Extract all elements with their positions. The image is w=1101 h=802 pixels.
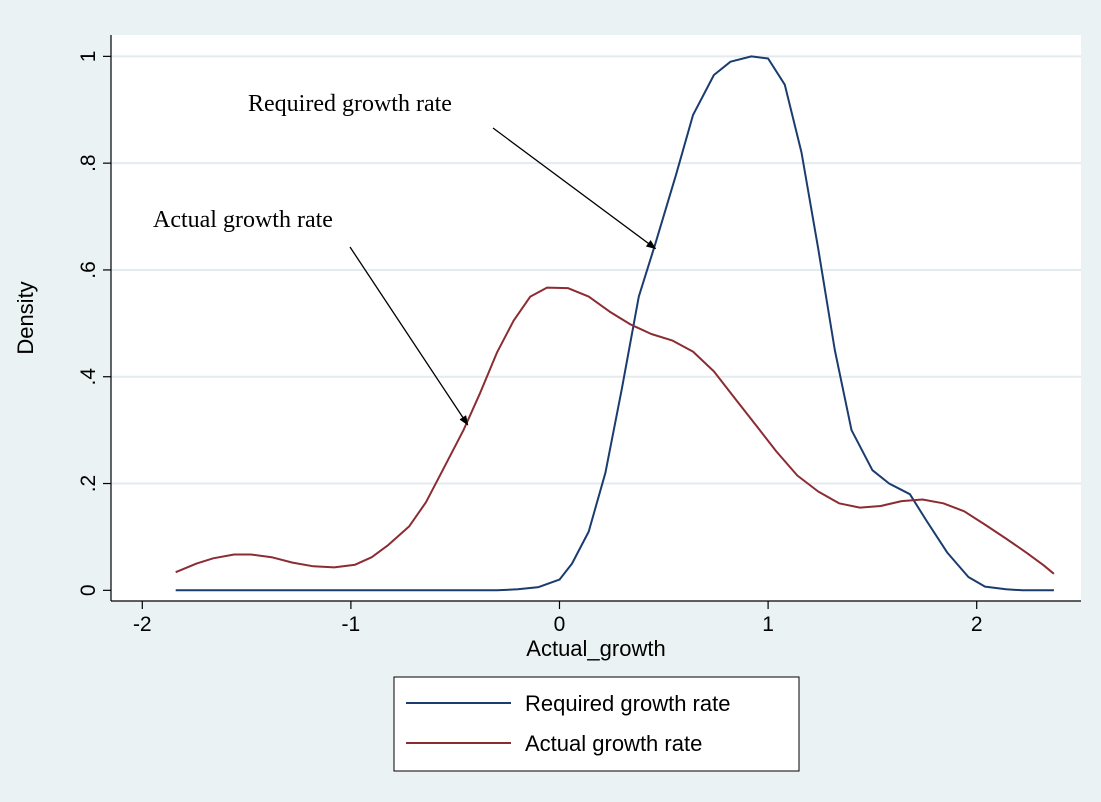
x-tick-label: -1 [342, 613, 361, 636]
annotation-label-1: Actual growth rate [153, 207, 333, 233]
legend-label-0: Required growth rate [525, 691, 730, 716]
y-axis-title: Density [13, 281, 38, 354]
legend: Required growth rate Actual growth rate [393, 676, 800, 772]
annotation-arrow-1 [349, 246, 469, 426]
y-tick-label: .8 [77, 154, 100, 172]
y-tick-label: 0 [77, 584, 100, 596]
y-tick-label: .6 [77, 261, 100, 279]
x-axis-title: Actual_growth [526, 636, 665, 661]
x-tick-label: 0 [554, 613, 566, 636]
gridlines [111, 55, 1081, 485]
legend-box [393, 676, 800, 772]
series-line-0 [175, 55, 1054, 592]
series-layer [175, 55, 1055, 592]
y-tick-label: .2 [77, 475, 100, 493]
x-tick-label: 2 [971, 613, 983, 636]
x-tick-label: 1 [762, 613, 774, 636]
annotation-arrow-0 [492, 127, 657, 250]
annotation-label-0: Required growth rate [248, 91, 452, 117]
axes [110, 35, 1081, 602]
x-ticks: -2 -1 0 1 2 [133, 601, 983, 636]
y-ticks: 0 .2 .4 .6 .8 1 [77, 51, 111, 596]
series-line-1 [175, 286, 1055, 575]
legend-label-1: Actual growth rate [525, 731, 702, 756]
y-tick-label: 1 [77, 51, 100, 63]
y-tick-label: .4 [77, 368, 100, 386]
x-tick-label: -2 [133, 613, 152, 636]
plot-area [111, 35, 1081, 601]
annotations: Required growth rate Actual growth rate [153, 91, 657, 426]
